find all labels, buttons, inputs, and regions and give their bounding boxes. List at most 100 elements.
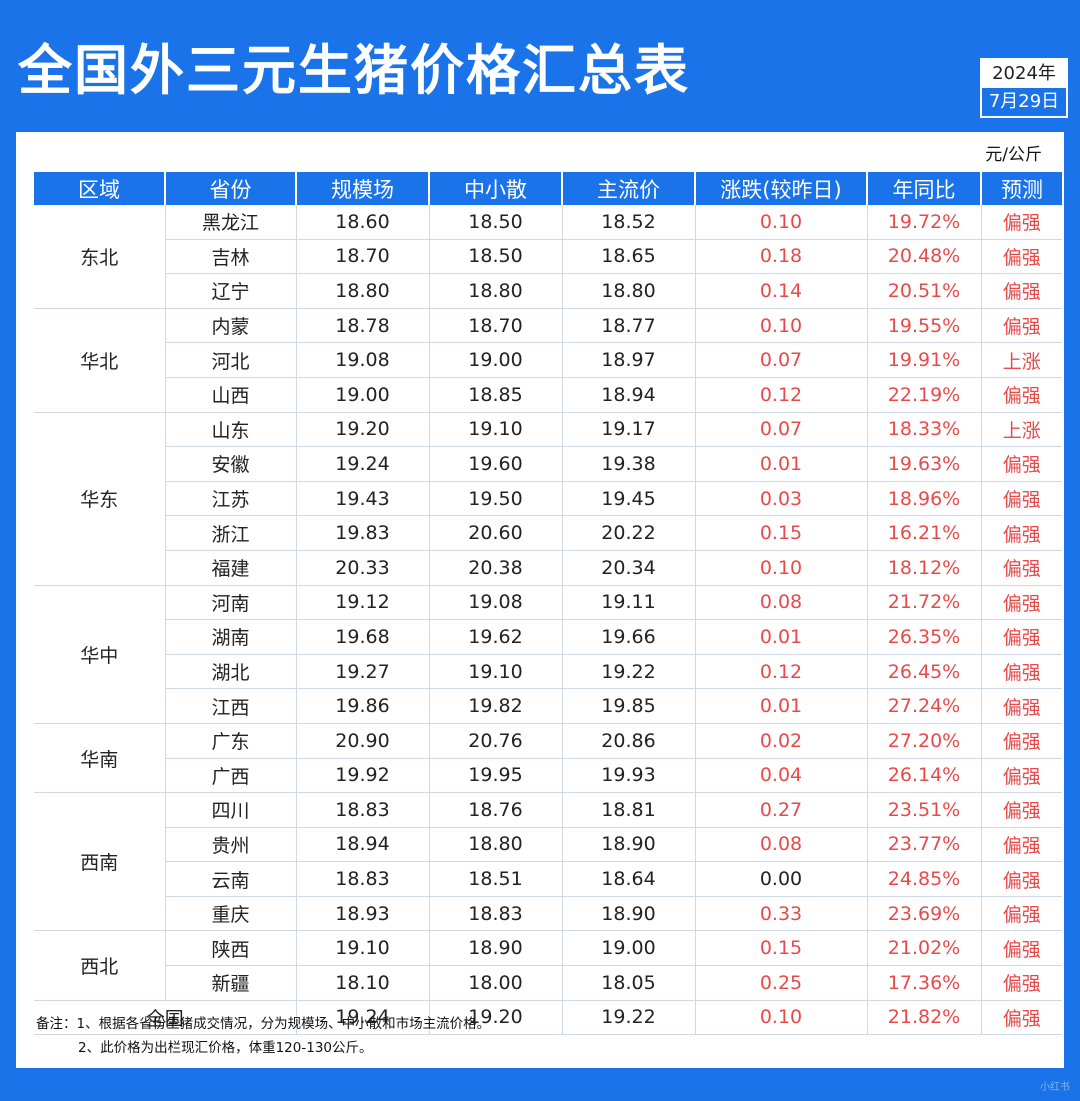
change-cell: 0.27 [694,792,867,828]
table-row: 安徽 19.24 19.60 19.38 0.01 19.63% 偏强 [34,446,1062,482]
small-farm-price: 18.00 [428,965,562,1001]
change-cell: 0.12 [694,377,867,413]
forecast-cell: 偏强 [980,758,1062,794]
yoy-cell: 18.96% [866,481,981,517]
province-cell: 云南 [164,861,296,897]
table-row: 华东 山东 19.20 19.10 19.17 0.07 18.33% 上涨 [34,412,1062,586]
table-row: 华南 广东 20.90 20.76 20.86 0.02 27.20% 偏强 [34,723,1062,794]
province-cell: 四川 [164,792,296,828]
table-row: 西南 四川 18.83 18.76 18.81 0.27 23.51% 偏强 [34,792,1062,932]
forecast-cell: 偏强 [980,515,1062,551]
province-cell: 广东 [164,723,296,759]
change-cell: 0.01 [694,688,867,724]
small-farm-price: 19.95 [428,758,562,794]
change-cell: 0.00 [694,861,867,897]
forecast-cell: 偏强 [980,688,1062,724]
yoy-cell: 26.35% [866,619,981,655]
change-cell: 0.10 [694,550,867,586]
small-farm-price: 19.20 [428,1000,562,1036]
main-price: 19.22 [561,654,695,690]
small-farm-price: 20.76 [428,723,562,759]
province-cell: 陕西 [164,930,296,967]
province-cell: 山东 [164,412,296,448]
yoy-cell: 19.55% [866,308,981,344]
change-cell: 0.04 [694,758,867,794]
main-price: 20.22 [561,515,695,551]
main-price: 18.90 [561,827,695,863]
yoy-cell: 26.14% [866,758,981,794]
table-row: 新疆 18.10 18.00 18.05 0.25 17.36% 偏强 [34,965,1062,1001]
small-farm-price: 18.80 [428,273,562,309]
yoy-cell: 22.19% [866,377,981,413]
change-cell: 0.14 [694,273,867,309]
large-farm-price: 18.94 [295,827,429,863]
forecast-cell: 偏强 [980,792,1062,828]
table-row: 西北 陕西 19.10 18.90 19.00 0.15 21.02% 偏强 [34,930,1062,1001]
yoy-cell: 23.51% [866,792,981,828]
total-row: 全国 19.24 19.20 19.22 0.10 21.82% 偏强 [34,1000,1062,1036]
small-farm-price: 18.83 [428,896,562,932]
price-table: 区域 省份 规模场 中小散 主流价 涨跌(较昨日) 年同比 预测 东北 黑龙江 18.60 18.5… [34,172,1062,1036]
yoy-cell: 21.02% [866,930,981,967]
total-label: 全国 [34,1000,296,1036]
forecast-cell: 偏强 [980,205,1062,240]
column-header: 涨跌(较昨日) [694,172,867,205]
province-cell: 广西 [164,758,296,794]
yoy-cell: 24.85% [866,861,981,897]
column-header: 区域 [34,172,165,205]
watermark: 小红书 [1040,1082,1070,1093]
large-farm-price: 18.83 [295,792,429,828]
large-farm-price: 18.60 [295,205,429,240]
large-farm-price: 19.92 [295,758,429,794]
table-row: 浙江 19.83 20.60 20.22 0.15 16.21% 偏强 [34,515,1062,551]
forecast-cell: 上涨 [980,412,1062,448]
column-header: 预测 [980,172,1062,205]
table-row: 华北 内蒙 18.78 18.70 18.77 0.10 19.55% 偏强 [34,308,1062,413]
table-row: 贵州 18.94 18.80 18.90 0.08 23.77% 偏强 [34,827,1062,863]
note-2: 2、此价格为出栏现汇价格，体重120-130公斤。 [78,1040,373,1056]
forecast-cell: 偏强 [980,481,1062,517]
yoy-cell: 18.33% [866,412,981,448]
province-cell: 重庆 [164,896,296,932]
forecast-cell: 偏强 [980,861,1062,897]
table-row: 重庆 18.93 18.83 18.90 0.33 23.69% 偏强 [34,896,1062,932]
small-farm-price: 19.08 [428,585,562,621]
province-cell: 贵州 [164,827,296,863]
change-cell: 0.15 [694,515,867,551]
small-farm-price: 18.70 [428,308,562,344]
main-price: 18.65 [561,239,695,275]
table-row: 吉林 18.70 18.50 18.65 0.18 20.48% 偏强 [34,239,1062,275]
unit-label: 元/公斤 [985,145,1042,165]
forecast-cell: 偏强 [980,654,1062,690]
large-farm-price: 19.20 [295,412,429,448]
main-price: 19.17 [561,412,695,448]
forecast-cell: 偏强 [980,585,1062,621]
small-farm-price: 20.38 [428,550,562,586]
large-farm-price: 18.93 [295,896,429,932]
small-farm-price: 18.76 [428,792,562,828]
main-price: 18.97 [561,342,695,378]
large-farm-price: 19.00 [295,377,429,413]
province-cell: 黑龙江 [164,205,296,240]
yoy-cell: 27.20% [866,723,981,759]
table-row: 河北 19.08 19.00 18.97 0.07 19.91% 上涨 [34,342,1062,378]
large-farm-price: 18.70 [295,239,429,275]
change-cell: 0.01 [694,446,867,482]
table-row: 东北 黑龙江 18.60 18.50 18.52 0.10 19.72% 偏强 [34,205,1062,309]
column-header: 主流价 [561,172,695,205]
change-cell: 0.07 [694,342,867,378]
main-price: 18.64 [561,861,695,897]
yoy-cell: 18.12% [866,550,981,586]
province-cell: 江西 [164,688,296,724]
large-farm-price: 19.08 [295,342,429,378]
yoy-cell: 23.69% [866,896,981,932]
date-monthday: 7月29日 [982,88,1066,116]
province-cell: 河南 [164,585,296,621]
main-price: 19.22 [561,1000,695,1036]
page-title: 全国外三元生猪价格汇总表 [18,39,690,102]
main-price: 19.93 [561,758,695,794]
change-cell: 0.15 [694,930,867,967]
date-badge: 2024年 7月29日 [980,58,1068,118]
main-price: 18.52 [561,205,695,240]
change-cell: 0.18 [694,239,867,275]
